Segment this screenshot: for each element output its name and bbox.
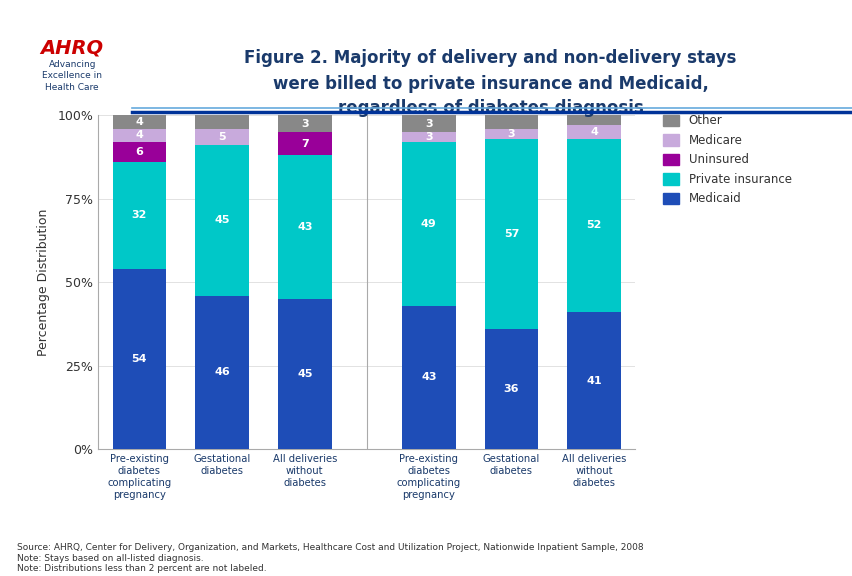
Text: 32: 32 [131,210,147,221]
Text: regardless of diabetes diagnosis: regardless of diabetes diagnosis [337,98,642,117]
Bar [112,162,166,269]
Text: AHRQ: AHRQ [41,39,104,57]
Text: 41: 41 [585,376,602,386]
Text: Advancing
Excellence in
Health Care: Advancing Excellence in Health Care [43,59,102,92]
Text: 3: 3 [507,128,515,139]
Y-axis label: Percentage Distribution: Percentage Distribution [37,209,50,356]
Bar [401,142,455,306]
Text: 45: 45 [214,215,229,225]
Bar [401,306,455,449]
Text: Source: AHRQ, Center for Delivery, Organization, and Markets, Healthcare Cost an: Source: AHRQ, Center for Delivery, Organ… [17,543,643,573]
Text: 43: 43 [421,373,436,382]
Text: 5: 5 [218,132,226,142]
Bar [278,299,331,449]
Bar [567,312,620,449]
Bar [278,115,331,132]
Bar [195,295,249,449]
Text: 7: 7 [301,139,308,149]
Bar [112,269,166,449]
Text: 45: 45 [296,369,312,379]
Bar [567,139,620,312]
Bar [278,132,331,156]
Text: 57: 57 [504,229,519,239]
Text: 54: 54 [131,354,147,364]
Bar [484,139,538,329]
Text: 4: 4 [135,130,143,140]
Text: 36: 36 [504,384,519,394]
Bar [112,115,166,128]
Bar [195,115,249,128]
Bar [112,142,166,162]
Text: were billed to private insurance and Medicaid,: were billed to private insurance and Med… [273,74,707,93]
Bar [195,128,249,145]
Text: 49: 49 [420,219,436,229]
Text: 3: 3 [424,119,432,128]
Text: 52: 52 [586,221,602,230]
Bar [112,128,166,142]
Bar [567,125,620,139]
Bar [484,329,538,449]
Text: 46: 46 [214,367,230,377]
Text: 4: 4 [590,127,597,137]
Bar [278,156,331,299]
Bar [195,145,249,295]
Bar [567,115,620,125]
Legend: Other, Medicare, Uninsured, Private insurance, Medicaid: Other, Medicare, Uninsured, Private insu… [662,115,791,206]
Text: 3: 3 [424,132,432,142]
Text: 3: 3 [301,119,308,128]
Text: Figure 2. Majority of delivery and non-delivery stays: Figure 2. Majority of delivery and non-d… [244,48,736,67]
Bar [484,115,538,128]
Bar [484,128,538,139]
Text: 4: 4 [135,117,143,127]
Text: 43: 43 [296,222,312,232]
Bar [401,115,455,132]
Bar [401,132,455,142]
Text: 6: 6 [135,147,143,157]
